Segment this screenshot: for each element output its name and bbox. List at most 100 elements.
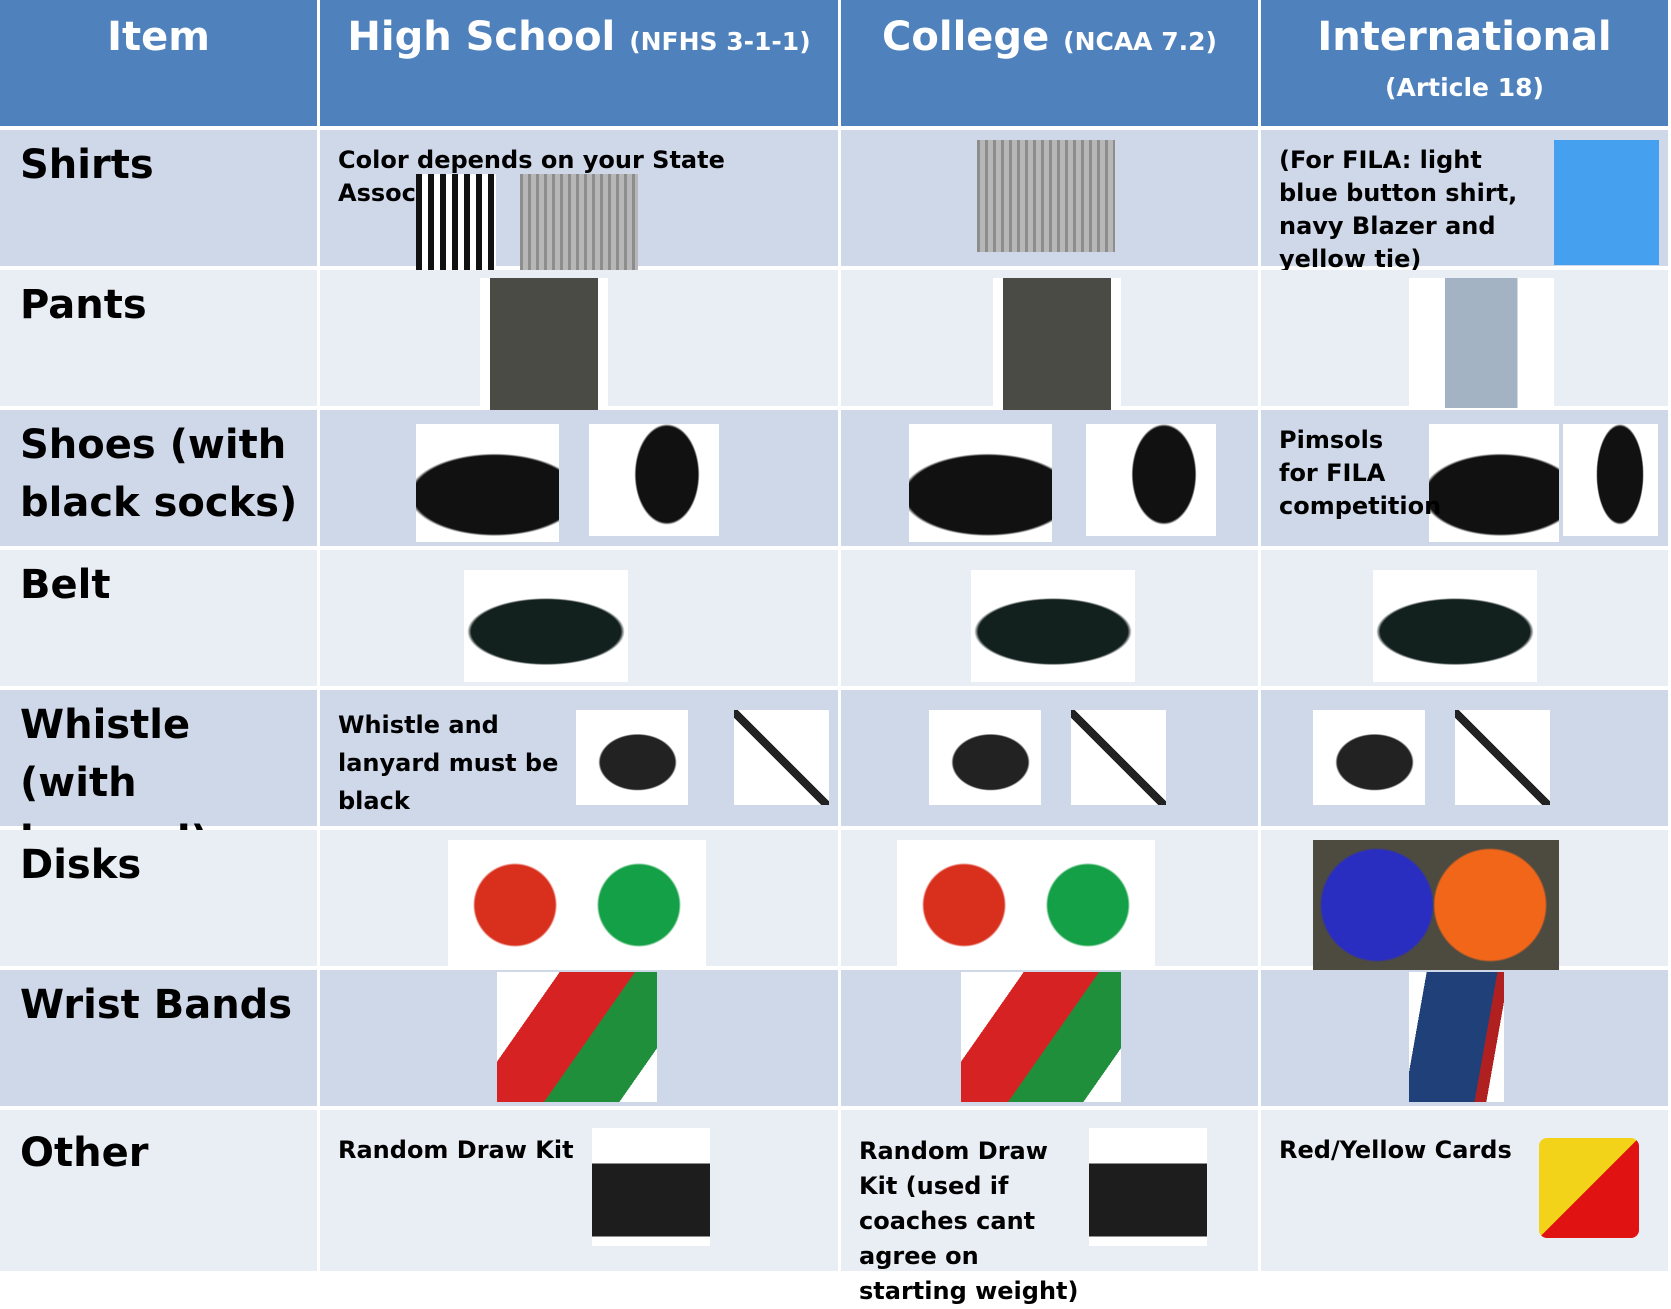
images [993, 278, 1121, 413]
images [929, 710, 1166, 805]
cell [841, 130, 1261, 270]
icon-pants [993, 278, 1121, 413]
item-cell: Disks [0, 830, 320, 970]
icon-belt [1373, 570, 1537, 682]
icon-wristbands [1409, 972, 1504, 1102]
icon-polo [1554, 140, 1659, 265]
icon-whistle [576, 710, 688, 805]
images [961, 972, 1121, 1102]
images [1409, 972, 1504, 1102]
images [1409, 278, 1554, 408]
cell [1261, 830, 1671, 970]
images [448, 840, 706, 970]
header-ref: (NCAA 7.2) [1063, 27, 1217, 56]
images [464, 570, 628, 682]
note: Random Draw Kit [338, 1136, 574, 1164]
item-cell: Belt [0, 550, 320, 690]
icon-sock [1086, 424, 1216, 536]
images [480, 278, 608, 413]
item-cell: Pants [0, 270, 320, 410]
item-cell: Shoes (with black socks) [0, 410, 320, 550]
header-cell: Item [0, 0, 320, 130]
header-title: Item [107, 14, 210, 60]
icon-pants [1409, 278, 1554, 408]
icon-lanyard [1071, 710, 1166, 805]
cell [841, 550, 1261, 690]
cell: Random Draw Kit (used if coaches cant ag… [841, 1110, 1261, 1305]
item-cell: Wrist Bands [0, 970, 320, 1110]
cell [841, 690, 1261, 830]
cell [841, 970, 1261, 1110]
images [1429, 424, 1658, 542]
icon-shirt [520, 174, 638, 274]
header-title: College [882, 14, 1050, 60]
images [1539, 1138, 1639, 1238]
cell [841, 270, 1261, 413]
item-cell: Whistle (with lanyard) [0, 690, 320, 864]
cell [320, 550, 841, 690]
icon-wristbands [961, 972, 1121, 1102]
images [576, 710, 829, 805]
cell [1261, 550, 1671, 690]
images [897, 840, 1155, 970]
icon-shoe [909, 424, 1052, 542]
cell [1261, 690, 1671, 830]
icon-disks [1313, 840, 1559, 970]
icon-sock [589, 424, 719, 536]
icon-shirt [977, 140, 1115, 252]
cell: (For FILA: light blue button shirt, navy… [1261, 130, 1671, 273]
header-ref: (Article 18) [1385, 73, 1544, 102]
images [416, 174, 638, 274]
cell [320, 410, 841, 550]
cell: Whistle and lanyard must be black [320, 690, 841, 830]
images [977, 140, 1115, 252]
icon-wristbands [497, 972, 657, 1102]
cell: Pimsols for FILA competition [1261, 410, 1671, 550]
icon-whistle [1313, 710, 1425, 805]
header-cell: College (NCAA 7.2) [841, 0, 1261, 130]
icon-lanyard [1455, 710, 1550, 805]
cell [320, 970, 841, 1110]
note: Random Draw Kit (used if coaches cant ag… [859, 1137, 1079, 1305]
images [592, 1128, 710, 1246]
item-cell: Other [0, 1110, 320, 1275]
images [1554, 140, 1659, 265]
images [1089, 1128, 1207, 1246]
cell [320, 270, 841, 413]
icon-cards [1539, 1138, 1639, 1238]
note: Pimsols for FILA competition [1279, 426, 1442, 520]
images [971, 570, 1135, 682]
icon-pants [480, 278, 608, 413]
icon-draw-kit [592, 1128, 710, 1246]
icon-disks [897, 840, 1155, 970]
icon-whistle [929, 710, 1041, 805]
icon-sock [1563, 424, 1658, 536]
cell: Red/Yellow Cards [1261, 1110, 1671, 1275]
images [416, 424, 719, 542]
cell [1261, 970, 1671, 1110]
note: (For FILA: light blue button shirt, navy… [1279, 146, 1518, 273]
header-cell: International (Article 18) [1261, 0, 1671, 130]
item-cell: Shirts [0, 130, 320, 270]
icon-lanyard [734, 710, 829, 805]
cell [841, 830, 1261, 970]
images [497, 972, 657, 1102]
note: Whistle and lanyard must be black [338, 711, 559, 815]
note: Red/Yellow Cards [1279, 1136, 1512, 1164]
header-title: International [1317, 14, 1612, 60]
cell [841, 410, 1261, 550]
icon-shoe [1429, 424, 1559, 542]
icon-shoe [416, 424, 559, 542]
cell: Color depends on your State Association [320, 130, 841, 274]
cell: Random Draw Kit [320, 1110, 841, 1275]
images [1313, 840, 1559, 970]
icon-belt [971, 570, 1135, 682]
images [1373, 570, 1537, 682]
header-cell: High School (NFHS 3-1-1) [320, 0, 841, 130]
icon-disks [448, 840, 706, 970]
cell [320, 830, 841, 970]
icon-shirt [416, 174, 496, 274]
images [1313, 710, 1550, 805]
cell [1261, 270, 1671, 410]
